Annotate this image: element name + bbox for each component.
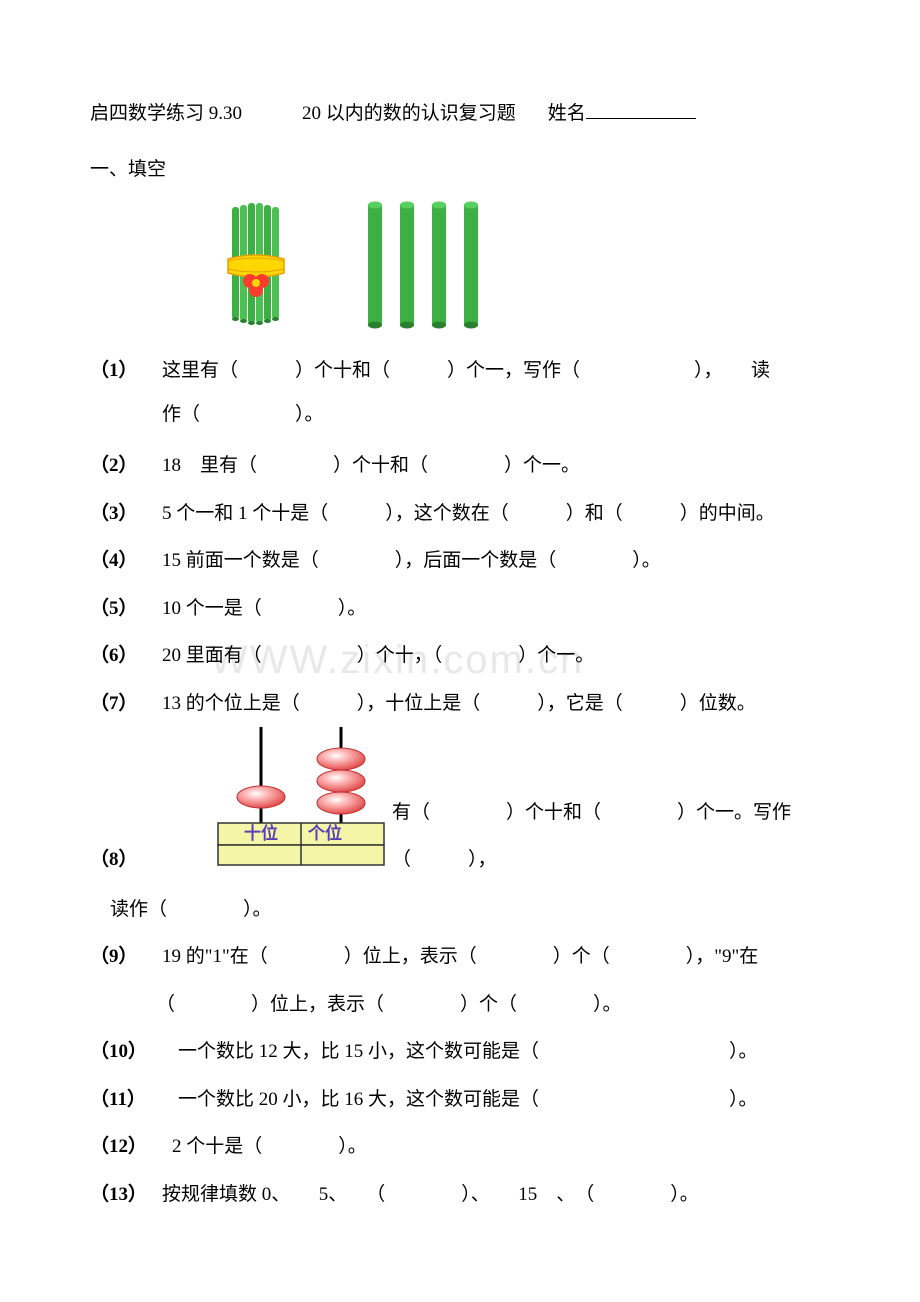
question-number: （12） xyxy=(90,1123,172,1171)
section-title: 一、填空 xyxy=(90,146,830,194)
question-text: 13 的个位上是（ ），十位上是（ ），它是（ ）位数。 xyxy=(162,680,830,728)
question-1-cont: 作（ ）。 xyxy=(90,391,830,439)
question-number: （9） xyxy=(90,933,162,981)
question-number: （1） xyxy=(90,347,162,395)
question-text: 按规律填数 0、 5、 （ ）、 15 、 （ ）。 xyxy=(162,1171,830,1219)
question-text: 19 的"1"在（ ）位上，表示（ ）个（ ），"9"在 xyxy=(162,933,830,981)
worksheet-content: 启四数学练习 9.30 20 以内的数的认识复习题 姓名 一、填空 xyxy=(90,90,830,1218)
question-text: 这里有（ ）个十和（ ）个一，写作（ ）， 读 xyxy=(162,347,830,395)
question-7: （7） 13 的个位上是（ ），十位上是（ ），它是（ ）位数。 xyxy=(90,680,830,728)
question-9-cont: （ ）位上，表示（ ）个（ ）。 xyxy=(90,981,830,1029)
question-10: （10） 一个数比 12 大，比 15 小，这个数可能是（ ）。 xyxy=(90,1028,830,1076)
question-2: （2） 18 里有（ ）个十和（ ）个一。 xyxy=(90,442,830,490)
question-8: （8） 十位 个位 xyxy=(90,727,830,886)
question-number: （10） xyxy=(90,1028,178,1076)
question-13: （13） 按规律填数 0、 5、 （ ）、 15 、 （ ）。 xyxy=(90,1171,830,1219)
question-number: （4） xyxy=(90,537,162,585)
question-number: （5） xyxy=(90,585,162,633)
question-number: （7） xyxy=(90,680,162,728)
question-number: （11） xyxy=(90,1076,178,1124)
header-title: 启四数学练习 9.30 xyxy=(90,90,242,138)
question-number: （13） xyxy=(90,1171,162,1219)
question-8-cont: 读作（ ）。 xyxy=(90,886,830,934)
stick-bundle-icon xyxy=(220,201,296,331)
question-text: 有（ ）个十和（ ）个一。写作（ ）， xyxy=(392,789,830,886)
question-text: 20 里面有（ ）个十，（ ）个一。 xyxy=(162,632,830,680)
abacus-icon: 十位 个位 xyxy=(216,727,386,886)
question-4: （4） 15 前面一个数是（ ），后面一个数是（ ）。 xyxy=(90,537,830,585)
question-number: （6） xyxy=(90,632,162,680)
question-text: 15 前面一个数是（ ），后面一个数是（ ）。 xyxy=(162,537,830,585)
svg-text:十位: 十位 xyxy=(244,823,278,843)
question-1: （1） 这里有（ ）个十和（ ）个一，写作（ ）， 读 xyxy=(90,347,830,395)
illustration-row xyxy=(220,201,830,331)
question-5: （5） 10 个一是（ ）。 xyxy=(90,585,830,633)
name-blank xyxy=(586,118,696,119)
question-11: （11） 一个数比 20 小，比 16 大，这个数可能是（ ）。 xyxy=(90,1076,830,1124)
question-text: 10 个一是（ ）。 xyxy=(162,585,830,633)
question-text: 18 里有（ ）个十和（ ）个一。 xyxy=(162,442,830,490)
question-text: 一个数比 20 小，比 16 大，这个数可能是（ ）。 xyxy=(178,1076,830,1124)
question-9: （9） 19 的"1"在（ ）位上，表示（ ）个（ ），"9"在 xyxy=(90,933,830,981)
question-number: （2） xyxy=(90,442,162,490)
header-subtitle: 20 以内的数的认识复习题 xyxy=(302,90,516,138)
question-12: （12） 2 个十是（ ）。 xyxy=(90,1123,830,1171)
question-3: （3） 5 个一和 1 个十是（ ），这个数在（ ）和（ ）的中间。 xyxy=(90,490,830,538)
loose-sticks-icon xyxy=(364,201,494,331)
worksheet-header: 启四数学练习 9.30 20 以内的数的认识复习题 姓名 xyxy=(90,90,830,138)
svg-text:个位: 个位 xyxy=(307,823,342,843)
question-number: （3） xyxy=(90,490,162,538)
question-text: 一个数比 12 大，比 15 小，这个数可能是（ ）。 xyxy=(178,1028,830,1076)
question-text: 5 个一和 1 个十是（ ），这个数在（ ）和（ ）的中间。 xyxy=(162,490,830,538)
question-6: （6） 20 里面有（ ）个十，（ ）个一。 xyxy=(90,632,830,680)
name-label: 姓名 xyxy=(548,90,586,138)
question-text: 2 个十是（ ）。 xyxy=(172,1123,830,1171)
question-number: （8） xyxy=(90,836,162,886)
